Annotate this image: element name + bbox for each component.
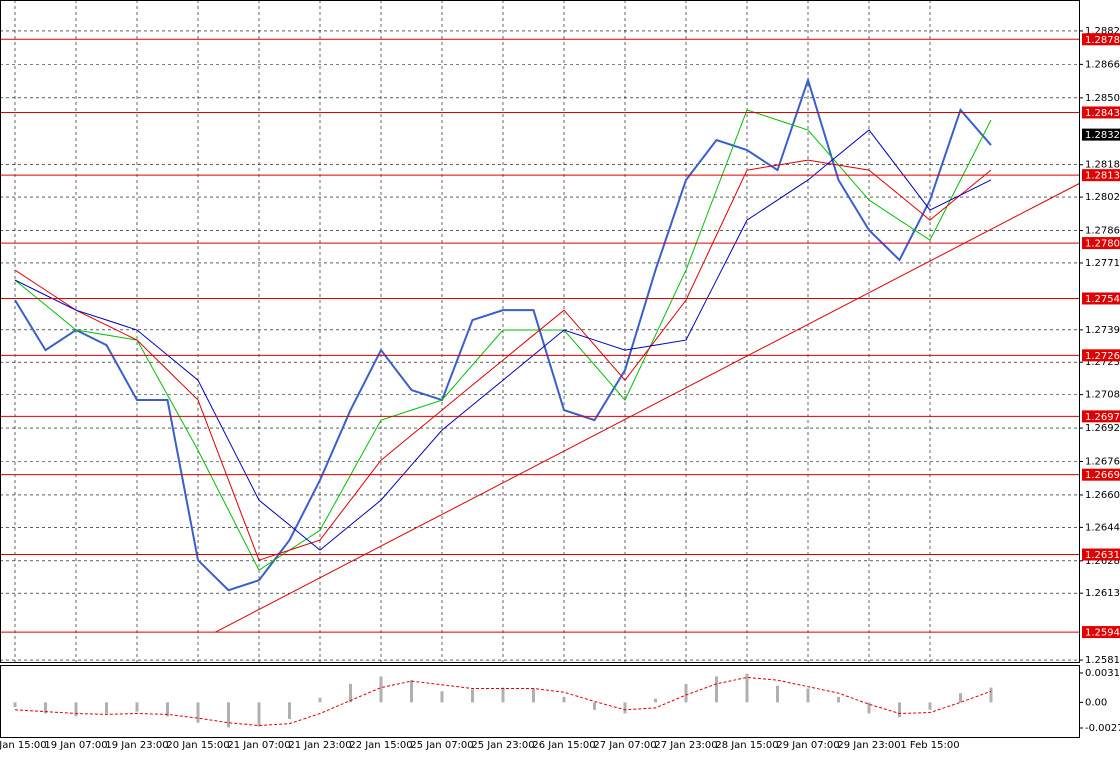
current-price-label: 1.28324 [1085, 130, 1120, 141]
x-tick-label: 29 Jan 23:00 [837, 740, 900, 751]
level-label: 1.28430 [1085, 108, 1120, 119]
y-tick-label: 1.27390 [1085, 325, 1120, 336]
y-tick-label: 1.27710 [1085, 258, 1120, 269]
level-label-box [1082, 33, 1120, 46]
x-tick-label: 1 Feb 15:00 [900, 740, 959, 751]
moving-average [14, 129, 992, 551]
level-label: 1.26315 [1085, 550, 1120, 561]
level-label-box [1082, 237, 1120, 250]
y-tick-label: 1.26760 [1085, 457, 1120, 468]
level-label: 1.25944 [1085, 628, 1120, 639]
level-label-box [1082, 349, 1120, 362]
x-tick-label: 19 Jan 07:00 [44, 740, 107, 751]
y-tick-label: 1.27865 [1085, 226, 1120, 237]
x-tick-label: 26 Jan 15:00 [532, 740, 595, 751]
panel-border [0, 0, 1080, 663]
y-tick-label: 0.00 [1085, 697, 1107, 708]
y-tick-label: 1.28500 [1085, 93, 1120, 104]
moving-average [14, 109, 992, 571]
y-tick-label: 1.26600 [1085, 490, 1120, 501]
level-label: 1.26697 [1085, 470, 1120, 481]
level-label-box [1082, 626, 1120, 639]
y-tick-label: 1.27235 [1085, 357, 1120, 368]
y-tick-label: 1.26130 [1085, 588, 1120, 599]
panel-border [0, 665, 1080, 738]
level-label: 1.27805 [1085, 239, 1120, 250]
plot-area [13, 673, 993, 728]
x-tick-label: 19 Jan 23:00 [105, 740, 168, 751]
level-label-box [1082, 169, 1120, 182]
y-tick-label: 1.28820 [1085, 26, 1120, 37]
y-tick-label: 1.28180 [1085, 160, 1120, 171]
level-label-box [1082, 410, 1120, 423]
x-tick-label: 28 Jan 15:00 [715, 740, 778, 751]
x-tick-label: 22 Jan 15:00 [349, 740, 412, 751]
x-tick-label: 27 Jan 07:00 [593, 740, 656, 751]
x-tick-label: 29 Jan 07:00 [776, 740, 839, 751]
x-tick-label: 27 Jan 23:00 [654, 740, 717, 751]
level-label: 1.27540 [1085, 294, 1120, 305]
x-tick-label: 20 Jan 15:00 [166, 740, 229, 751]
x-tick-label: 18 Jan 15:00 [0, 740, 47, 751]
y-tick-label: 1.26445 [1085, 522, 1120, 533]
trendline [214, 182, 1080, 633]
price-line [14, 76, 992, 592]
y-tick-label: 1.27080 [1085, 390, 1120, 401]
y-tick-label: 1.25810 [1085, 655, 1120, 666]
level-label: 1.27268 [1085, 351, 1120, 362]
level-label-box [1082, 292, 1120, 305]
current-price-box [1082, 128, 1120, 141]
level-label-box [1082, 548, 1120, 561]
y-tick-label: -0.00277 [1085, 723, 1120, 734]
y-tick-label: 0.00318 [1085, 668, 1120, 679]
level-label: 1.28130 [1085, 171, 1120, 182]
signal-line [14, 676, 992, 727]
y-tick-label: 1.26285 [1085, 556, 1120, 567]
level-label-box [1082, 106, 1120, 119]
x-tick-label: 21 Jan 23:00 [288, 740, 351, 751]
y-tick-label: 1.28660 [1085, 59, 1120, 70]
x-tick-label: 25 Jan 07:00 [410, 740, 473, 751]
level-label: 1.28780 [1085, 35, 1120, 46]
plot-area [0, 0, 1080, 663]
level-label: 1.26976 [1085, 412, 1120, 423]
level-label-box [1082, 468, 1120, 481]
x-tick-label: 21 Jan 07:00 [227, 740, 290, 751]
x-tick-label: 25 Jan 23:00 [471, 740, 534, 751]
y-tick-label: 1.26920 [1085, 423, 1120, 434]
y-tick-label: 1.28025 [1085, 192, 1120, 203]
